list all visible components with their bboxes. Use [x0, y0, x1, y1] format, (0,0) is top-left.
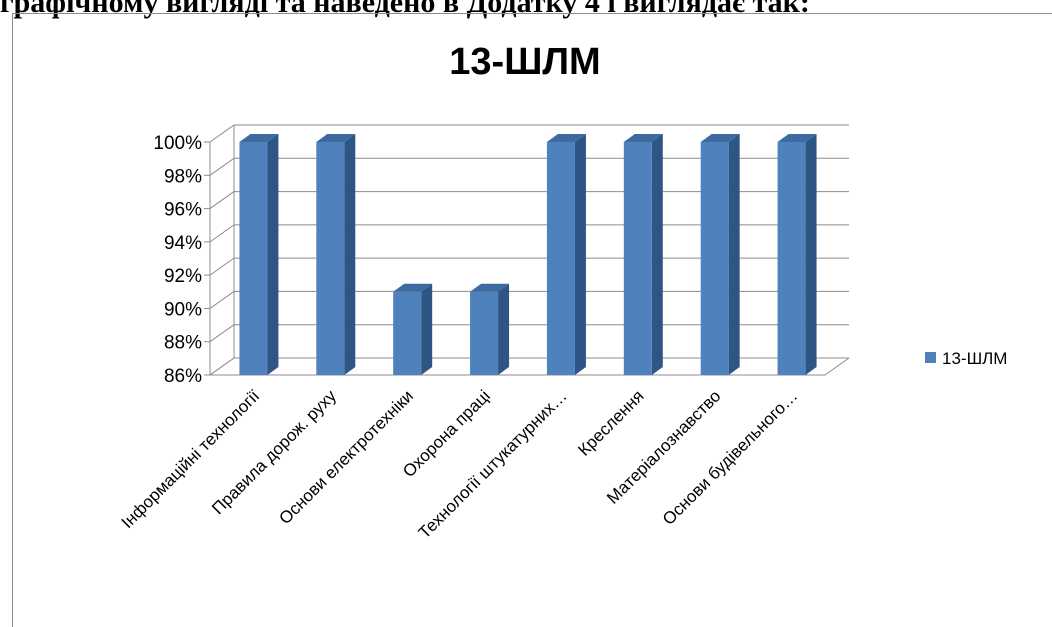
x-tick-label: Креслення	[574, 386, 647, 459]
bar-side	[574, 134, 586, 375]
x-tick-label: Правила дорож. руху	[208, 386, 340, 518]
bar-top	[239, 134, 279, 142]
gridline-side	[209, 357, 235, 376]
bar	[239, 134, 279, 375]
cut-off-document-text: графічному вигляді та наведено в Додатку…	[0, 0, 810, 19]
bar	[470, 283, 510, 375]
gridline-side	[209, 191, 235, 209]
bar	[623, 134, 663, 375]
y-tick-label: 96%	[164, 200, 202, 221]
bar-side	[651, 134, 663, 375]
bar-front	[470, 291, 499, 375]
x-tick-label: Технології штукатурних…	[415, 386, 571, 542]
bar	[393, 283, 433, 375]
bar-front	[393, 291, 422, 375]
bar-top	[393, 283, 433, 292]
bar-side	[421, 283, 433, 375]
bar-top	[623, 134, 663, 142]
gridline-side	[209, 124, 235, 143]
bar-side	[344, 134, 356, 375]
bar-front	[546, 142, 575, 375]
gridline-side	[209, 224, 235, 243]
legend: 13-ШЛМ	[925, 349, 1007, 368]
bar-front	[623, 142, 652, 375]
legend-swatch	[925, 352, 936, 363]
x-tick-label: Основи електротехніки	[275, 386, 417, 528]
gridline-side	[209, 291, 235, 309]
bar-front	[316, 142, 345, 375]
y-tick-label: 86%	[164, 366, 202, 387]
y-axis-ticks: 86% 88% 90% 92% 94% 96% 98% 100%	[153, 133, 202, 387]
bar-side	[267, 134, 279, 375]
gridline-side	[209, 324, 235, 343]
y-tick-label: 92%	[164, 266, 202, 287]
bars	[239, 134, 817, 375]
y-tick-label: 94%	[164, 233, 202, 254]
bar-side	[728, 134, 740, 375]
y-tick-label: 90%	[164, 299, 202, 320]
bar-front	[777, 142, 806, 375]
x-tick-label: Основи будівельного…	[659, 386, 801, 528]
bar-side	[805, 134, 817, 375]
chart-title: 13-ШЛМ	[449, 41, 600, 83]
bar-top	[546, 134, 586, 142]
legend-label: 13-ШЛМ	[942, 349, 1007, 368]
gridline-side	[209, 157, 235, 176]
bar-front	[700, 142, 729, 375]
y-tick-label: 100%	[153, 133, 202, 154]
bar-top	[316, 134, 356, 142]
bar-top	[470, 283, 510, 292]
chart-frame	[12, 13, 1052, 627]
bar	[700, 134, 740, 375]
gridlines	[204, 124, 849, 376]
y-tick-label: 88%	[164, 333, 202, 354]
floor-right-edge	[824, 357, 850, 376]
bar-front	[239, 142, 268, 375]
y-tick-label: 98%	[164, 166, 202, 187]
bar	[546, 134, 586, 375]
chart-walls	[209, 125, 850, 376]
bar-side	[498, 283, 510, 375]
gridline-side	[209, 257, 235, 276]
bar-top	[777, 134, 817, 142]
bar	[316, 134, 356, 375]
bar-top	[700, 134, 740, 142]
x-tick-label: Інформаційні технології	[118, 386, 264, 532]
bar	[777, 134, 817, 375]
